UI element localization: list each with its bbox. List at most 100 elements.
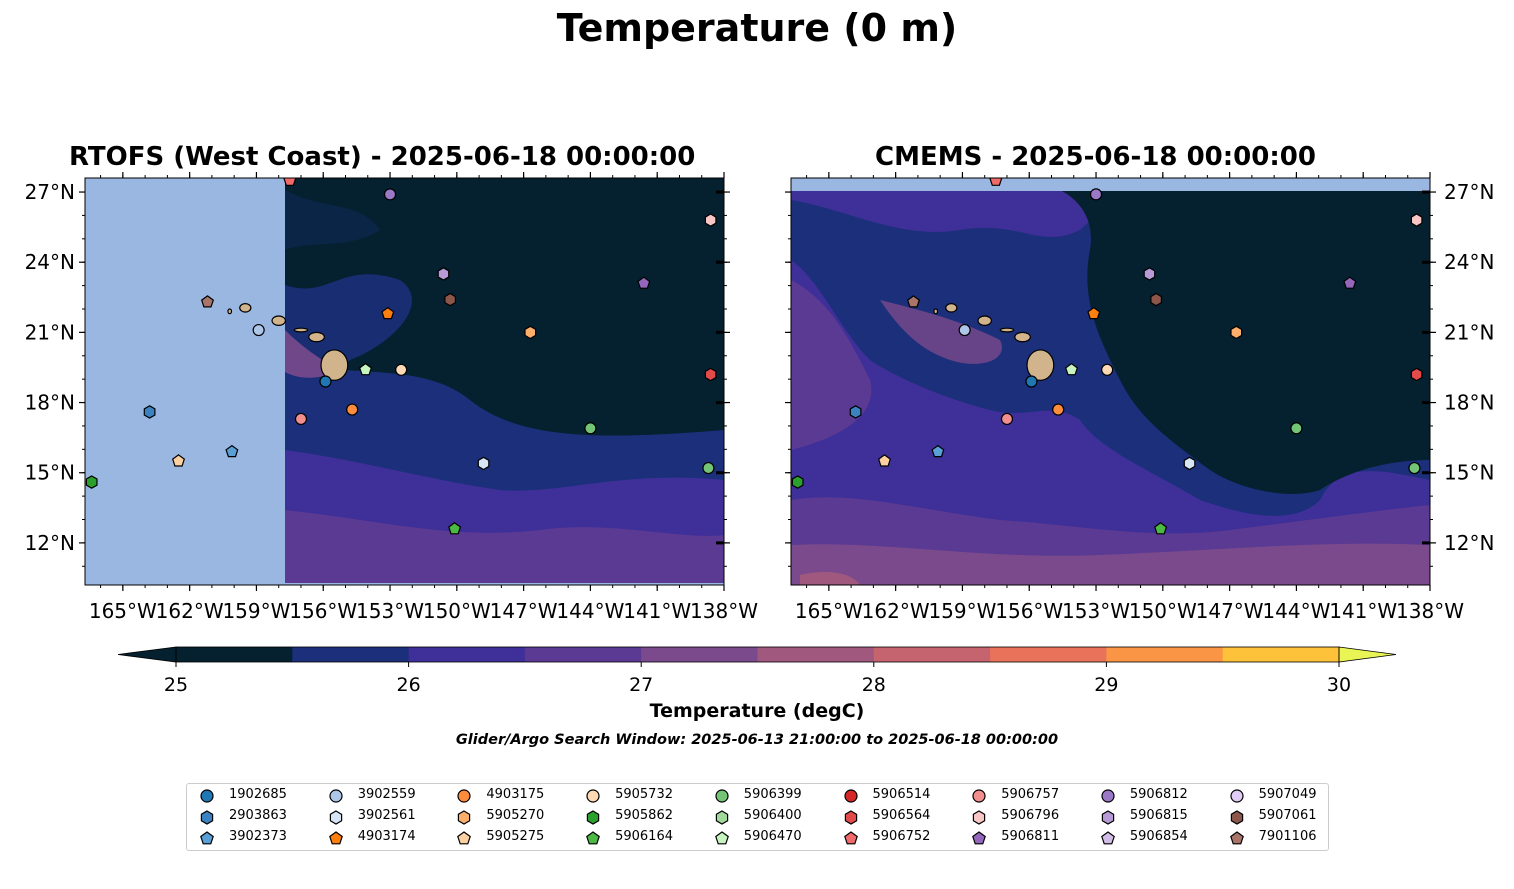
legend-marker-hexagon <box>329 810 342 825</box>
legend-label: 5906854 <box>1129 829 1188 844</box>
float-marker-5906757 <box>1000 412 1014 426</box>
float-marker-5905732 <box>395 363 408 376</box>
float-marker-5905275 <box>877 454 892 467</box>
legend-label: 3902561 <box>357 808 416 823</box>
x-tick-label: 141°W <box>1329 599 1397 623</box>
x-tick-label: 156°W <box>289 599 357 623</box>
legend-marker-circle <box>200 789 214 803</box>
colorbar-tick-label: 25 <box>164 674 188 696</box>
legend-marker-pentagon <box>1229 831 1244 845</box>
y-tick-label: 27°N <box>25 180 75 204</box>
colorbar-label: Temperature (degC) <box>649 700 865 722</box>
float-marker-5907061 <box>444 292 456 307</box>
colorbar-extend-low <box>117 646 177 663</box>
island-niihau <box>933 308 939 315</box>
x-tick-label: 147°W <box>1196 599 1264 623</box>
legend-marker-hexagon <box>715 810 728 825</box>
float-marker-5906164 <box>448 522 462 535</box>
x-tick-label: 150°W <box>423 599 491 623</box>
float-marker-5905270 <box>524 325 537 340</box>
x-tick-label: 144°W <box>1262 599 1330 623</box>
legend-marker-hexagon <box>458 810 471 825</box>
island-molokai <box>293 327 309 333</box>
legend-label: 1902685 <box>229 787 287 802</box>
y-tick-label: 12°N <box>25 531 75 555</box>
temp-band-28 <box>800 572 860 585</box>
legend-marker-hexagon <box>586 810 600 825</box>
legend-marker-circle <box>1229 789 1244 803</box>
legend-marker-circle <box>329 789 343 803</box>
legend-label: 5905275 <box>486 829 545 844</box>
x-tick-label: 153°W <box>356 599 424 623</box>
legend-marker-hexagon <box>1230 810 1243 825</box>
legend-label: 5905732 <box>615 787 673 802</box>
colorbar-tick-label: 28 <box>862 674 886 696</box>
no-data-strip <box>791 178 1430 191</box>
colorbar-extend-high <box>1338 646 1397 663</box>
legend-marker-hexagon <box>844 810 857 825</box>
x-tick-label: 159°W <box>928 599 996 623</box>
legend-marker-pentagon <box>714 831 729 845</box>
legend-marker-hexagon <box>972 810 986 825</box>
cmems-frame <box>790 177 1431 586</box>
legend-label: 7901106 <box>1258 829 1317 844</box>
float-marker-5905862 <box>791 475 804 489</box>
float-marker-5905270 <box>1230 325 1243 340</box>
legend-marker-hexagon <box>1101 810 1115 825</box>
temp-band-275 <box>791 543 1430 585</box>
main-title: Temperature (0 m) <box>556 6 958 50</box>
island-hawaii <box>320 349 349 381</box>
legend-marker-circle <box>843 789 858 803</box>
legend-label: 3902559 <box>357 787 416 802</box>
float-marker-5905275 <box>171 454 186 467</box>
cmems-panel-title: CMEMS - 2025-06-18 00:00:00 <box>875 142 1316 172</box>
y-tick-label: 24°N <box>1444 250 1494 274</box>
x-tick-label: 150°W <box>1129 599 1197 623</box>
legend-label: 3902373 <box>229 829 287 844</box>
temp-band-27 <box>285 510 724 585</box>
y-tick-label: 18°N <box>1444 391 1494 415</box>
float-marker-5906752 <box>283 178 297 186</box>
float-marker-5905862 <box>85 475 98 489</box>
legend-label: 5905270 <box>486 808 545 823</box>
x-tick-label: 144°W <box>556 599 624 623</box>
legend-marker-pentagon <box>843 831 858 845</box>
colorbar-segment <box>176 647 293 662</box>
float-marker-5906752 <box>989 178 1003 186</box>
island-kauai <box>945 303 958 313</box>
island-maui <box>1014 331 1031 343</box>
y-tick-label: 24°N <box>25 250 75 274</box>
islands-right <box>933 303 1055 381</box>
legend-marker-pentagon <box>200 831 214 845</box>
floats-left <box>85 178 717 535</box>
float-marker-5905732 <box>1101 363 1114 376</box>
float-marker-5906564 <box>1410 367 1423 382</box>
y-tick-label: 12°N <box>1444 531 1494 555</box>
legend-label: 5906514 <box>872 787 931 802</box>
legend-marker-circle <box>972 789 986 803</box>
legend-marker-pentagon <box>1100 831 1115 845</box>
colorbar-segment <box>524 647 642 662</box>
colorbar-segment <box>408 647 526 662</box>
legend-marker-pentagon <box>586 831 601 845</box>
float-marker-4903175 <box>346 403 359 416</box>
float-marker-5906564 <box>704 367 717 382</box>
y-tick-label: 15°N <box>25 461 75 485</box>
float-marker-4903174 <box>381 306 395 320</box>
y-tick-label: 27°N <box>1444 180 1494 204</box>
float-marker-5906470 <box>1064 362 1079 376</box>
x-tick-label: 165°W <box>89 599 157 623</box>
no-data-region <box>85 178 285 585</box>
legend-marker-pentagon <box>972 831 987 845</box>
float-marker-5906796 <box>704 213 717 227</box>
float-marker-5906796 <box>1410 213 1423 227</box>
rtofs-map <box>85 178 724 585</box>
x-tick-label: 138°W <box>690 599 758 623</box>
legend-label: 5906399 <box>743 787 802 802</box>
legend-label: 5907049 <box>1258 787 1317 802</box>
map-axes: 165°W162°W159°W156°W153°W150°W147°W144°W… <box>25 172 1494 623</box>
island-maui <box>308 331 325 343</box>
float-marker-1902685 <box>319 375 332 388</box>
x-tick-label: 153°W <box>1062 599 1130 623</box>
